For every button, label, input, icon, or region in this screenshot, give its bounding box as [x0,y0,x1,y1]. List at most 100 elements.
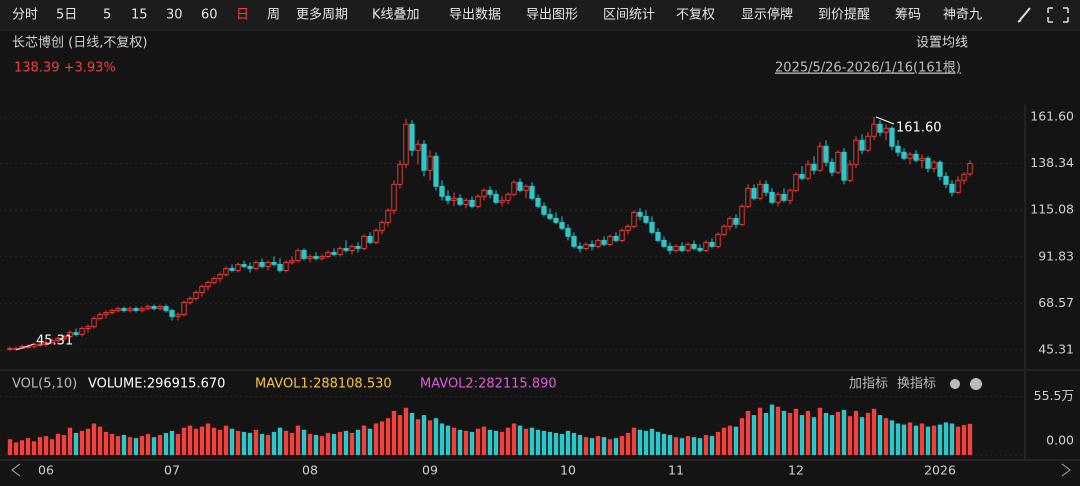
toolbar-item[interactable]: 显示停牌 [741,7,793,23]
volume-bar [793,408,799,455]
volume-bar [127,437,133,455]
volume-bar [883,418,889,455]
volume-bar [547,431,553,455]
volume-bar [175,434,181,455]
candle-body [355,245,361,249]
volume-bar [805,410,811,455]
candle-body [709,241,715,247]
volume-bar [889,420,895,455]
volume-bar [679,438,685,455]
volume-bar [709,436,715,455]
toolbar-item[interactable]: 神奇九 [943,7,982,23]
switch-indicator[interactable]: 换指标 [897,377,936,392]
candle-body [541,205,547,215]
toolbar-item[interactable]: 30 [166,8,183,23]
candle-body [523,185,529,191]
volume-bar [259,434,265,455]
candle-body [151,306,157,309]
candle-body [655,231,661,241]
volume-bar [355,429,361,455]
toolbar-item[interactable]: K线叠加 [372,8,420,23]
draw-icon[interactable] [1017,7,1031,23]
candle-body [145,306,151,309]
candle-body [289,259,295,263]
toolbar-item[interactable]: 分时 [12,8,38,23]
toolbar-item[interactable]: 导出数据 [449,8,501,23]
toolbar-item[interactable]: 60 [201,8,218,23]
candle-body [913,153,919,161]
volume-bar [619,436,625,455]
toolbar: 分时 5日 5 15 30 60 日 周 更多周期 K线叠加 导出数据 导出图形 区间统计 不复权 显示停牌… [12,7,982,23]
toolbar-item[interactable]: 5 [103,8,111,23]
toolbar-item[interactable]: 更多周期 [296,7,348,23]
candle-body [133,308,139,311]
volume-bar [481,426,487,455]
candle-body [271,261,277,265]
candle-body [127,308,133,311]
x-tick-label: 12 [788,463,804,478]
candle-body [259,261,265,267]
candle-body [157,306,163,309]
candle-body [85,326,91,329]
volume-bar [181,427,187,455]
candle-body [415,143,421,151]
volume-bar [7,439,13,455]
candle-body [847,163,853,181]
candle-body [61,336,67,340]
volume-bar [367,428,373,455]
candle-body [931,161,937,169]
volume-bar [121,435,127,455]
volume-bar [343,430,349,455]
candle-body [895,145,901,153]
candle-body [97,314,103,319]
candle-body [631,211,637,227]
toolbar-item[interactable]: 日 [236,8,249,23]
volume-bar [739,418,745,455]
volume-bar [541,430,547,455]
toolbar-item[interactable]: 筹码 [895,7,921,23]
volume-bar [721,427,727,455]
settings-icon[interactable] [950,379,960,389]
volume-bar [283,430,289,455]
candle-body [703,241,709,251]
scroll-left[interactable] [11,463,21,477]
volume-bar [37,437,43,455]
ma-setting[interactable]: 设置均线 [916,36,968,51]
scroll-right[interactable] [1061,463,1071,477]
candle-body [265,261,271,267]
candle-body [121,308,127,311]
toolbar-item[interactable]: 15 [131,8,148,23]
volume-bar [865,413,871,455]
toolbar-item[interactable]: 5日 [56,8,77,23]
date-range[interactable]: 2025/5/26-2026/1/16(161根) [775,61,961,76]
volume-bar [655,431,661,455]
candle-body [241,263,247,267]
mavol1: MAVOL1:288108.530 [255,377,392,392]
candle-body [163,306,169,311]
close-icon[interactable] [970,378,982,390]
volume-bar [385,418,391,455]
volume-bar [133,438,139,455]
y-tick-label: 138.34 [1030,155,1074,170]
candle-body [67,332,73,338]
candle-body [625,225,631,231]
volume-bar [427,420,433,455]
volume-bar [145,434,151,455]
volume-bar [433,418,439,455]
volume-bar [757,407,763,455]
toolbar-item[interactable]: 区间统计 [603,8,655,23]
candle-body [823,145,829,163]
toolbar-item[interactable]: 周 [267,8,280,23]
toolbar-item[interactable]: 导出图形 [526,8,578,23]
add-indicator[interactable]: 加指标 [849,377,888,392]
volume-bar [313,435,319,455]
toolbar-item[interactable]: 不复权 [676,7,715,23]
volume-bar [559,434,565,455]
volume-bar [463,430,469,455]
fullscreen-icon[interactable] [1047,7,1069,23]
volume-bar [331,434,337,455]
volume-bar [829,415,835,455]
toolbar-item[interactable]: 到价提醒 [818,7,870,23]
candle-body [505,193,511,201]
